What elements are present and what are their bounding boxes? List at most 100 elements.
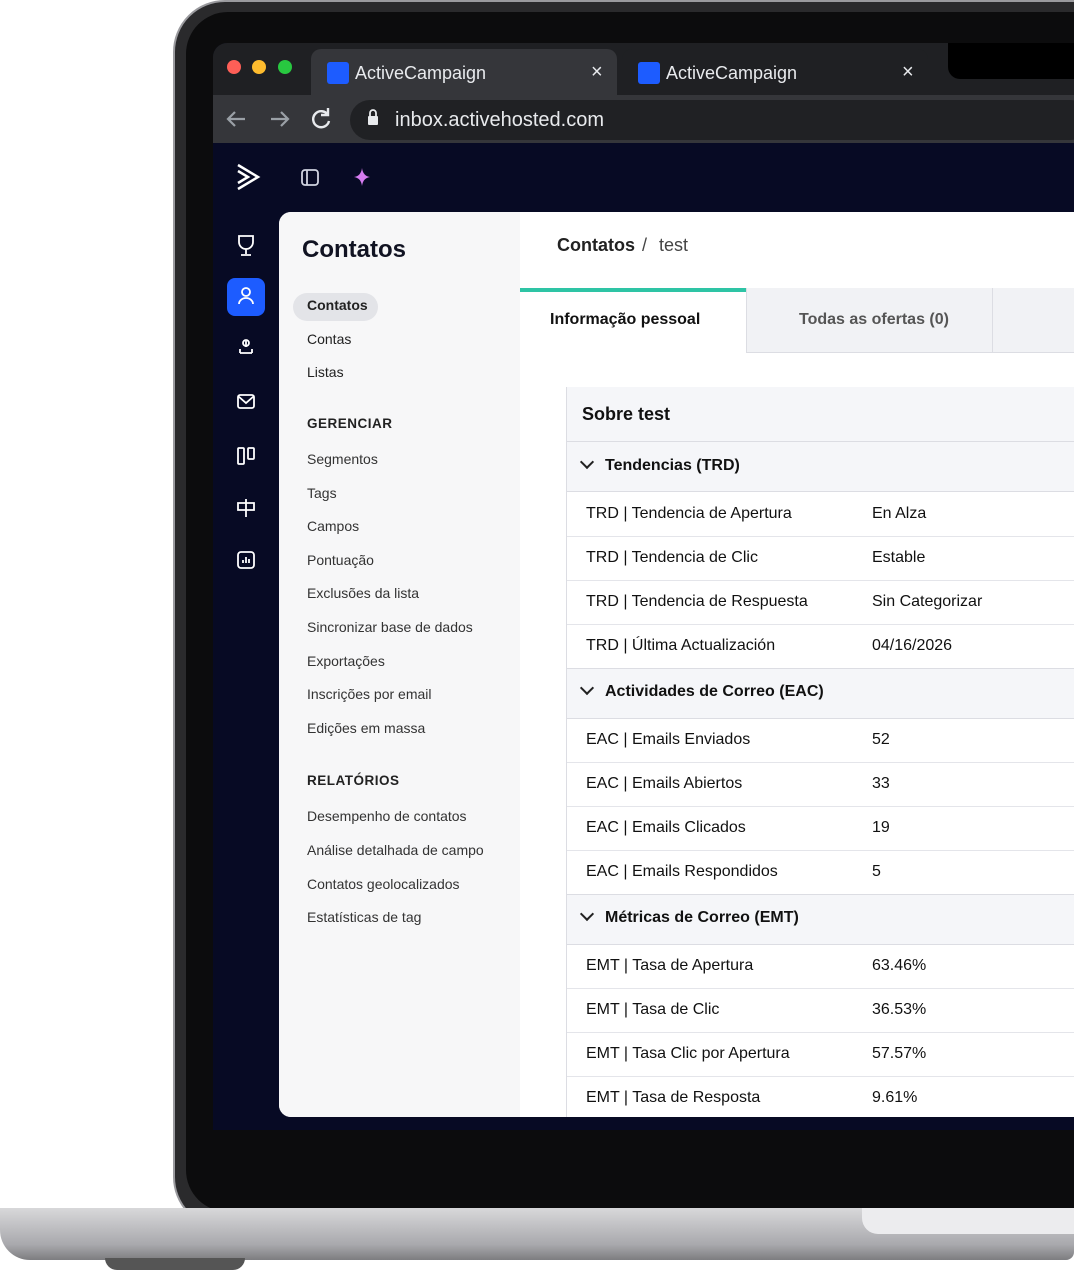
- field-label: EAC | Emails Clicados: [586, 819, 746, 836]
- group-header[interactable]: [567, 442, 1074, 492]
- group-name[interactable]: Tendencias (TRD): [605, 457, 740, 474]
- nav-item[interactable]: Listas: [307, 364, 344, 380]
- ai-icon[interactable]: [354, 168, 370, 186]
- row-divider: [567, 850, 1074, 851]
- nav-item[interactable]: Tags: [307, 484, 337, 501]
- top-icons: [301, 168, 370, 186]
- field-value: 33: [872, 775, 890, 792]
- browser-tab[interactable]: [311, 49, 617, 95]
- nav-item[interactable]: Contatos: [307, 297, 368, 313]
- field-label: EAC | Emails Respondidos: [586, 863, 778, 880]
- nav-pill[interactable]: [293, 293, 378, 321]
- url-field[interactable]: [350, 100, 1074, 140]
- nav-item[interactable]: Exclusões da lista: [307, 585, 420, 602]
- reports-icon[interactable]: [237, 551, 255, 569]
- field-label: EAC | Emails Enviados: [586, 731, 751, 748]
- field-label: EMT | Tasa Clic por Apertura: [586, 1045, 790, 1062]
- deals-icon[interactable]: [237, 447, 245, 465]
- section-heading: GERENCIAR: [307, 416, 393, 431]
- row-divider: [567, 806, 1074, 807]
- field-label: TRD | Tendencia de Apertura: [586, 505, 792, 522]
- nav-item[interactable]: Estatísticas de tag: [307, 909, 422, 926]
- panel-title: Sobre test: [582, 404, 671, 424]
- field-label: TRD | Última Actualización: [586, 637, 776, 654]
- sidebar-toggle[interactable]: [301, 169, 319, 186]
- field-label: TRD | Tendencia de Clic: [586, 549, 758, 566]
- tab-title: ActiveCampaign: [666, 63, 798, 83]
- back[interactable]: [226, 111, 245, 127]
- field-value: 19: [872, 819, 890, 836]
- nav-item[interactable]: Campos: [307, 518, 360, 535]
- breadcrumb-current: test: [659, 235, 689, 255]
- group-header[interactable]: [567, 668, 1074, 719]
- email-icon[interactable]: [237, 394, 255, 409]
- tab-label[interactable]: Todas as ofertas (0): [799, 311, 949, 328]
- field-value: Sin Categorizar: [872, 593, 983, 610]
- minimize-dot[interactable]: [252, 60, 266, 74]
- contacts-icon-bg[interactable]: [227, 278, 265, 316]
- field-value: 5: [872, 863, 881, 880]
- zoom-dot[interactable]: [278, 60, 292, 74]
- row-divider: [567, 536, 1074, 537]
- field-value: En Alza: [872, 505, 927, 522]
- subnav-title: Contatos: [302, 236, 406, 263]
- field-label: EAC | Emails Abiertos: [586, 775, 743, 792]
- lock: [368, 116, 378, 125]
- browser-tab[interactable]: [622, 49, 928, 95]
- nav-item[interactable]: Contatos geolocalizados: [307, 875, 460, 892]
- about-panel: [566, 387, 1074, 1117]
- nav-item[interactable]: Análise detalhada de campo: [307, 842, 484, 858]
- logo[interactable]: [237, 163, 261, 191]
- url: inbox.activehosted.com: [395, 109, 605, 131]
- field-label: EMT | Tasa de Resposta: [586, 1089, 761, 1106]
- active-tab[interactable]: [520, 288, 746, 353]
- row-divider: [567, 762, 1074, 763]
- tab-favicon: [638, 62, 660, 84]
- nav-item[interactable]: Desempenho de contatos: [307, 808, 467, 825]
- tab-label[interactable]: Informação pessoal: [550, 311, 701, 328]
- forward[interactable]: [271, 111, 290, 127]
- field-value: 52: [872, 731, 890, 748]
- group-header[interactable]: [567, 894, 1074, 945]
- breadcrumb-separator: /: [642, 235, 648, 255]
- nav-item[interactable]: Inscrições por email: [307, 686, 432, 703]
- screen: ActiveCampaign × ActiveCampaign × inbox.acti…: [213, 43, 1074, 1130]
- nav-item[interactable]: Contas: [307, 330, 352, 347]
- field-label: TRD | Tendencia de Respuesta: [586, 593, 808, 610]
- panel-header: [567, 387, 1074, 442]
- breadcrumb-parent[interactable]: Contatos: [557, 235, 635, 255]
- field-value: 57.57%: [872, 1045, 927, 1062]
- camera-notch: [948, 43, 1074, 79]
- automations-icon[interactable]: [239, 341, 253, 354]
- field-value: 9.61%: [872, 1089, 918, 1106]
- content-panel: [279, 212, 1074, 1117]
- tab-close[interactable]: ×: [591, 61, 603, 83]
- nav-item[interactable]: Exportações: [307, 652, 385, 669]
- goals-icon[interactable]: [238, 235, 254, 256]
- tab-title: ActiveCampaign: [355, 63, 487, 83]
- group-name[interactable]: Métricas de Correo (EMT): [605, 909, 799, 926]
- base-notch: [862, 1208, 1074, 1234]
- subnav: [279, 212, 520, 1117]
- field-label: EMT | Tasa de Apertura: [586, 957, 754, 974]
- nav-item[interactable]: Sincronizar base de dados: [307, 619, 473, 635]
- field-value: 04/16/2026: [872, 637, 953, 654]
- nav-item[interactable]: Pontuação: [307, 551, 374, 568]
- group-name[interactable]: Actividades de Correo (EAC): [605, 683, 824, 700]
- nav-icons: [226, 108, 378, 129]
- field-value: 63.46%: [872, 957, 927, 974]
- field-label: EMT | Tasa de Clic: [586, 1001, 720, 1018]
- field-value: 36.53%: [872, 1001, 927, 1018]
- reload[interactable]: [312, 108, 331, 129]
- row-divider: [567, 988, 1074, 989]
- base-foot: [105, 1258, 245, 1270]
- row-divider: [567, 624, 1074, 625]
- close-dot[interactable]: [227, 60, 241, 74]
- nav-item[interactable]: Edições em massa: [307, 719, 426, 736]
- row-divider: [567, 1076, 1074, 1077]
- tab-close[interactable]: ×: [902, 61, 914, 83]
- tab[interactable]: [746, 288, 993, 352]
- sites-icon[interactable]: [237, 499, 255, 517]
- nav-item[interactable]: Segmentos: [307, 451, 378, 467]
